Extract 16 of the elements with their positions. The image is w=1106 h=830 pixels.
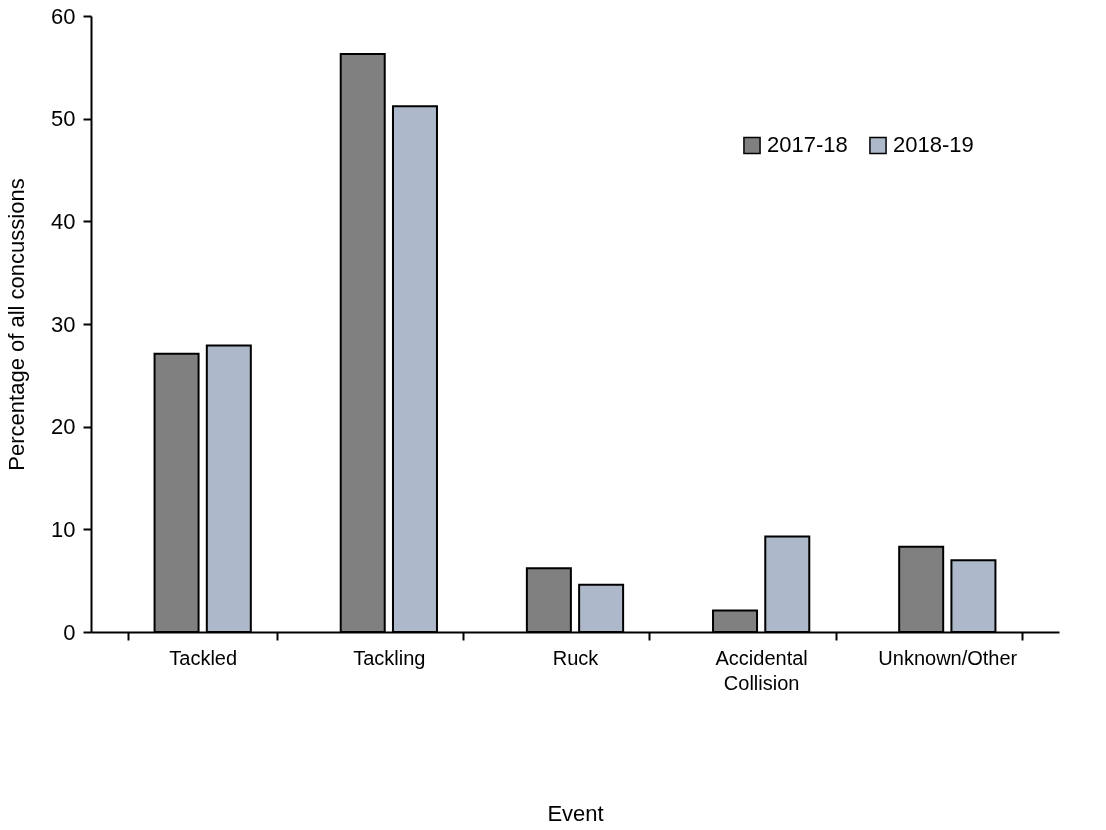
y-tick-label: 60 xyxy=(51,3,76,29)
x-tick-label: Accidental Collision xyxy=(715,646,808,694)
x-axis-title: Event xyxy=(547,800,604,826)
y-tick-label: 10 xyxy=(51,516,76,542)
y-tick-label: 30 xyxy=(51,311,76,337)
x-tick-label: Tackled xyxy=(169,646,238,669)
y-tick-label: 50 xyxy=(51,106,76,132)
y-axis-title: Percentage of all concussions xyxy=(4,178,30,471)
y-tick-label: 20 xyxy=(51,414,76,440)
y-tick-label: 40 xyxy=(51,208,76,234)
x-tick-label: Tackling xyxy=(353,646,426,669)
legend-label: 2018-19 xyxy=(893,132,974,158)
legend-label: 2017-18 xyxy=(767,132,848,158)
x-tick-label: Ruck xyxy=(552,646,600,669)
x-tick-label: Unknown/Other xyxy=(878,646,1018,669)
y-tick-label: 0 xyxy=(63,619,76,645)
